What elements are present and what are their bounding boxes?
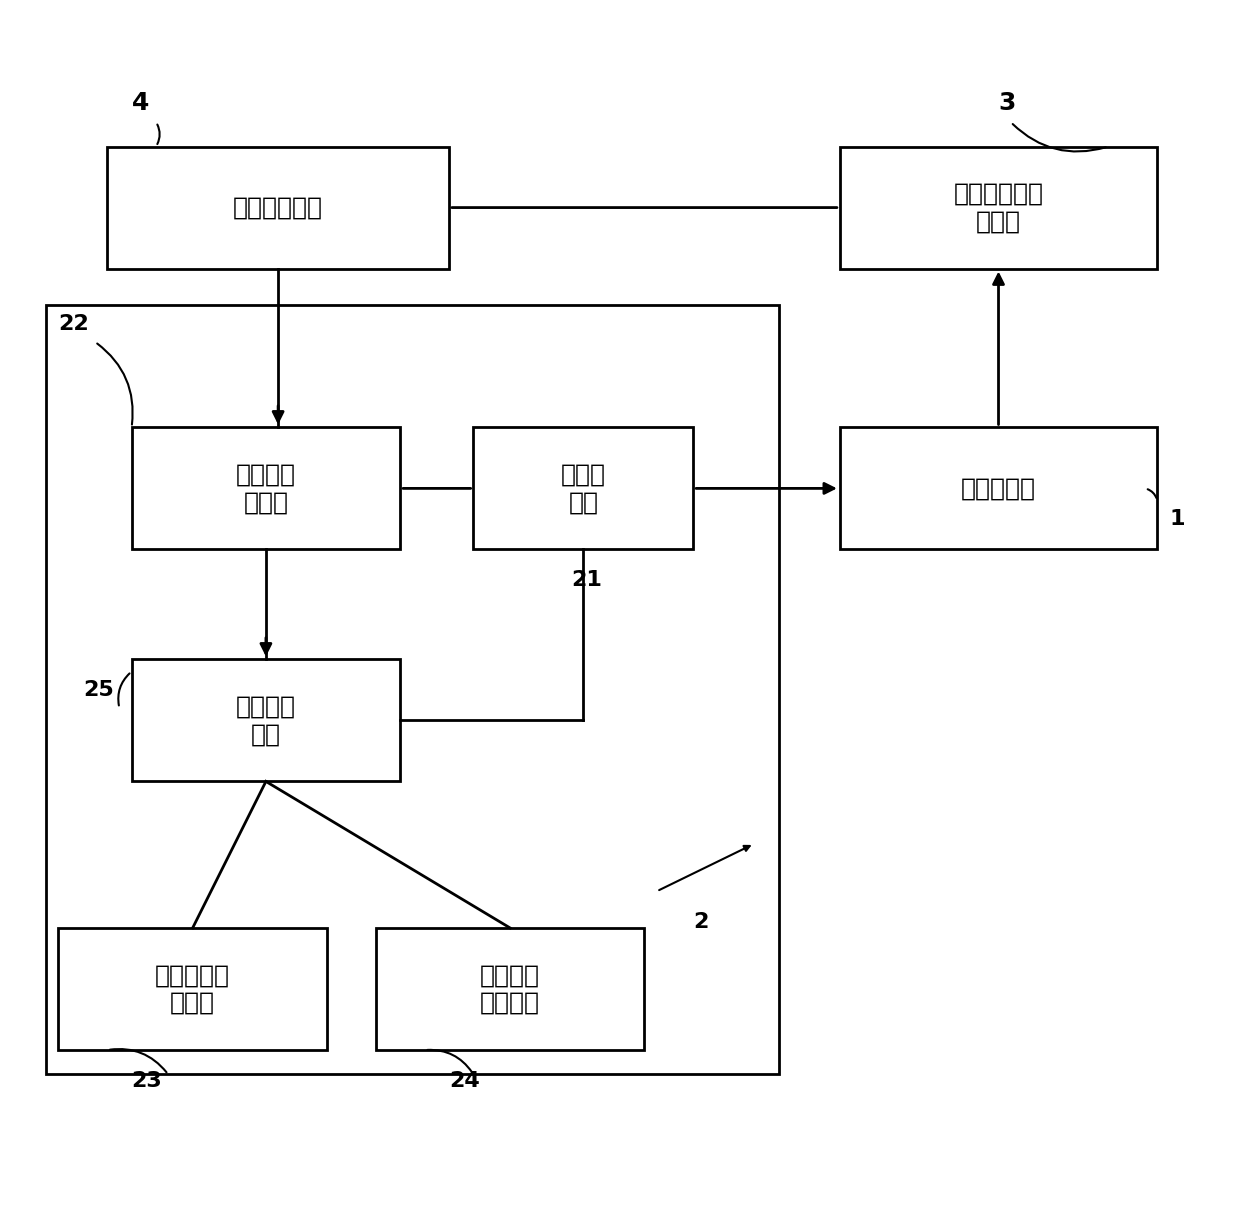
Text: 2: 2 (693, 912, 708, 932)
Text: 21: 21 (572, 570, 603, 590)
Text: 4: 4 (131, 90, 149, 115)
Text: 23: 23 (131, 1071, 162, 1090)
Text: 信号调制
电路模块: 信号调制 电路模块 (480, 963, 541, 1015)
Text: 1: 1 (1169, 509, 1185, 529)
Text: 3: 3 (998, 90, 1016, 115)
FancyBboxPatch shape (474, 427, 693, 549)
Text: 激光器
模块: 激光器 模块 (560, 463, 606, 514)
Text: 24: 24 (449, 1071, 480, 1090)
FancyBboxPatch shape (376, 928, 645, 1050)
Text: 加法电路
模块: 加法电路 模块 (236, 695, 296, 746)
Text: 激光器驱
动模块: 激光器驱 动模块 (236, 463, 296, 514)
Text: 信号采集及处
理模块: 信号采集及处 理模块 (954, 182, 1044, 233)
FancyBboxPatch shape (46, 305, 779, 1074)
FancyBboxPatch shape (839, 427, 1157, 549)
Text: 信号扫描电
路模块: 信号扫描电 路模块 (155, 963, 231, 1015)
Text: 第一控制模块: 第一控制模块 (233, 195, 324, 220)
Text: 22: 22 (58, 314, 89, 333)
FancyBboxPatch shape (107, 147, 449, 269)
FancyBboxPatch shape (839, 147, 1157, 269)
FancyBboxPatch shape (58, 928, 327, 1050)
Text: 25: 25 (83, 680, 114, 700)
FancyBboxPatch shape (131, 427, 401, 549)
Text: 光学吸收池: 光学吸收池 (961, 476, 1035, 501)
FancyBboxPatch shape (131, 659, 401, 781)
